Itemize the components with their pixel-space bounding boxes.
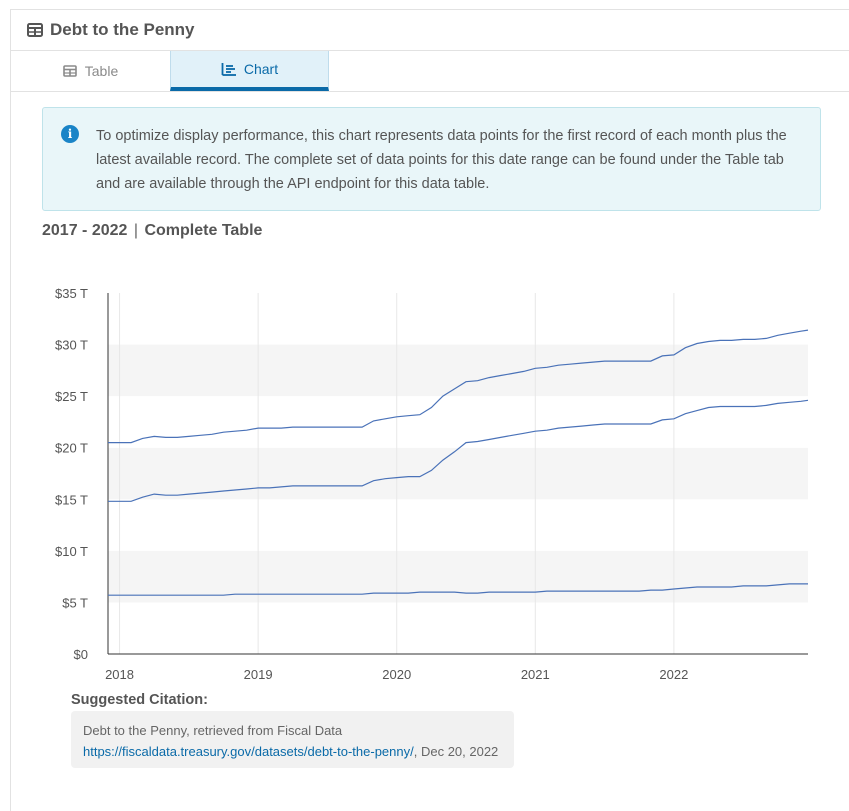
series-line-2 — [108, 399, 809, 502]
tab-table[interactable]: Table — [11, 51, 170, 91]
x-tick-label: 2019 — [244, 667, 273, 682]
x-tick-label: 2022 — [659, 667, 688, 682]
y-tick-label: $10 T — [55, 544, 88, 559]
y-tick-label: $30 T — [55, 338, 88, 353]
date-range-separator: | — [133, 222, 139, 239]
x-tick-label: 2018 — [105, 667, 134, 682]
citation-source: Debt to the Penny, retrieved from Fiscal… — [83, 723, 343, 738]
citation-box: Debt to the Penny, retrieved from Fiscal… — [71, 711, 514, 768]
info-icon: i — [61, 125, 79, 143]
grid-band — [108, 293, 808, 345]
grid-band — [108, 344, 808, 397]
citation-label: Suggested Citation: — [71, 692, 208, 708]
grid-band — [108, 602, 808, 654]
tab-chart[interactable]: Chart — [170, 51, 329, 91]
y-tick-label: $0 — [74, 647, 88, 662]
grid-band — [108, 396, 808, 448]
grid-band — [108, 499, 808, 551]
grid-band — [108, 550, 808, 603]
x-tick-label: 2020 — [382, 667, 411, 682]
y-tick-label: $15 T — [55, 492, 88, 507]
y-tick-label: $35 T — [55, 286, 88, 301]
tab-chart-label: Chart — [243, 61, 279, 77]
series-line-1 — [108, 329, 809, 444]
series-line-3 — [108, 583, 808, 596]
chart-bar-icon — [221, 62, 236, 76]
date-range-heading: 2017 - 2022 | Complete Table — [42, 222, 262, 240]
tab-table-label: Table — [84, 63, 119, 79]
date-range-years: 2017 - 2022 — [42, 222, 128, 239]
table-grid-icon — [62, 65, 77, 77]
info-text: To optimize display performance, this ch… — [96, 128, 787, 192]
table-grid-icon — [27, 23, 43, 37]
y-tick-label: $25 T — [55, 389, 88, 404]
citation-date: , Dec 20, 2022 — [413, 744, 499, 759]
view-tabs: Table Chart — [11, 51, 849, 92]
y-tick-label: $5 T — [62, 595, 88, 610]
date-range-label: Complete Table — [144, 222, 263, 239]
x-tick-label: 2021 — [521, 667, 550, 682]
y-tick-label: $20 T — [55, 441, 88, 456]
page-title: Debt to the Penny — [50, 20, 195, 39]
citation-url-link[interactable]: https://fiscaldata.treasury.gov/datasets… — [83, 744, 414, 759]
citation-link-line: https://fiscaldata.treasury.gov/datasets… — [83, 741, 514, 762]
card-header: Debt to the Penny — [11, 10, 849, 51]
info-notice: i To optimize display performance, this … — [42, 107, 821, 211]
